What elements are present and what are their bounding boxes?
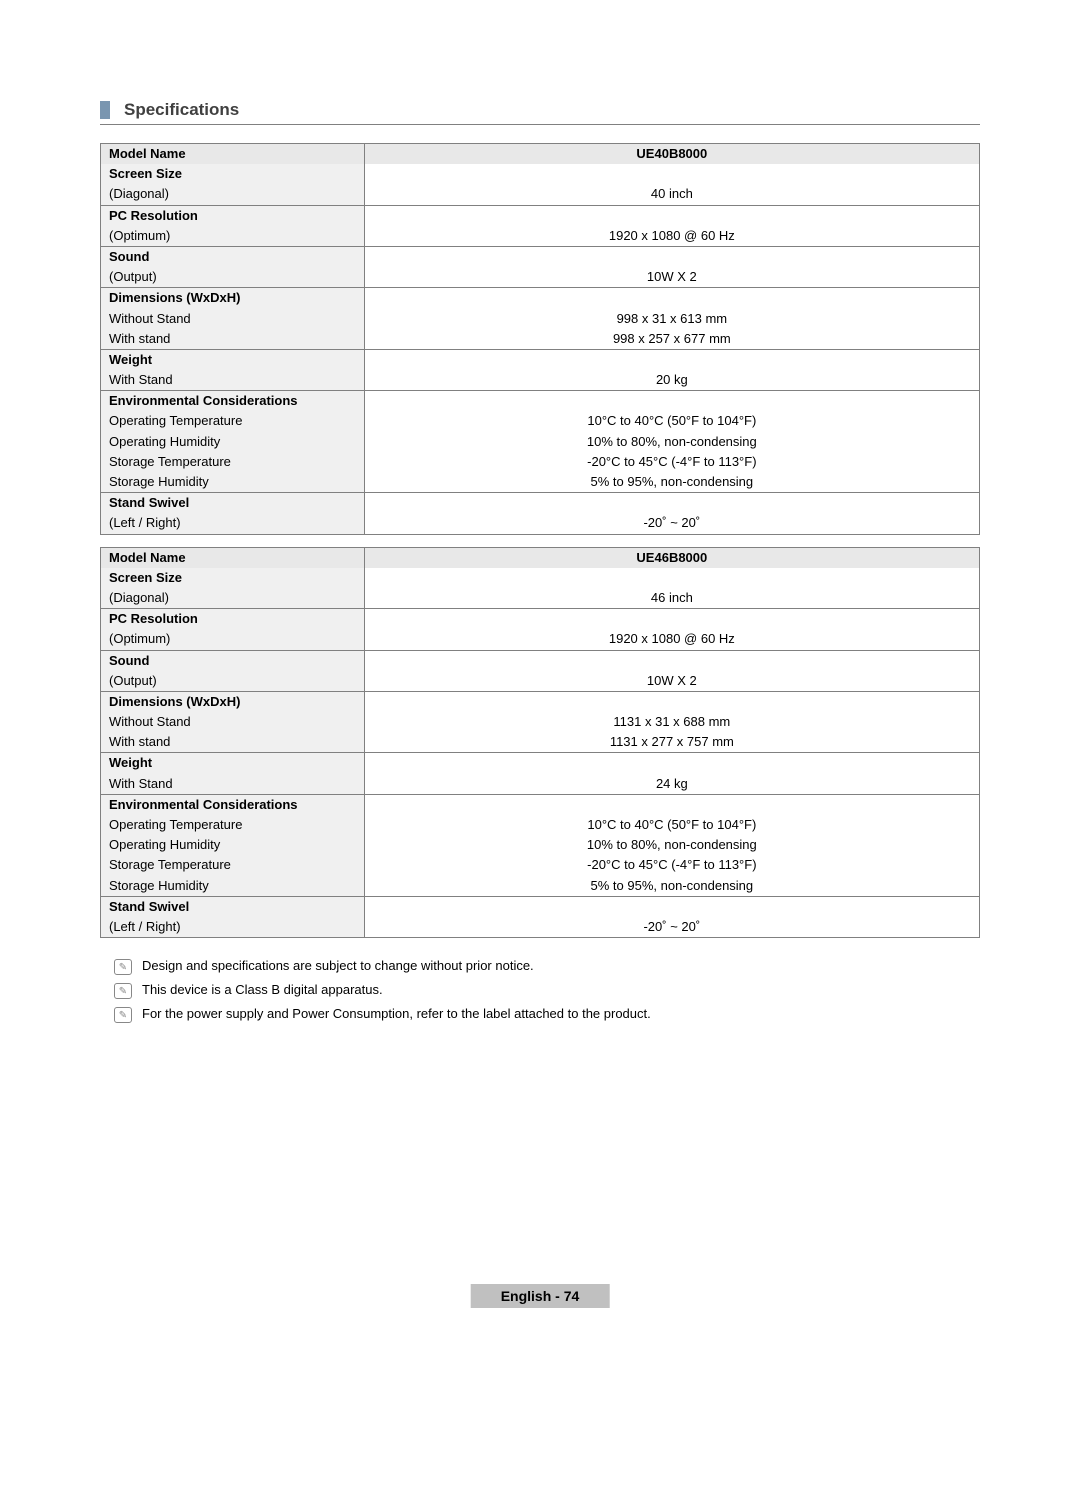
spec-sub: (Optimum) xyxy=(101,629,365,650)
spec-sub: Without Stand xyxy=(101,309,365,329)
spec-val xyxy=(364,246,979,267)
spec-val xyxy=(364,609,979,630)
spec-sub: (Diagonal) xyxy=(101,184,365,205)
spec-cat: PC Resolution xyxy=(101,609,365,630)
spec-sub: Storage Temperature xyxy=(101,855,365,875)
spec-val: 46 inch xyxy=(364,588,979,609)
spec-sub: With Stand xyxy=(101,774,365,795)
note-icon: ✎ xyxy=(114,1007,132,1023)
spec-sub: (Diagonal) xyxy=(101,588,365,609)
spec-val xyxy=(364,896,979,917)
spec-val: 10°C to 40°C (50°F to 104°F) xyxy=(364,815,979,835)
spec-sub: Operating Temperature xyxy=(101,815,365,835)
spec-val: 10°C to 40°C (50°F to 104°F) xyxy=(364,411,979,431)
spec-sub: (Output) xyxy=(101,671,365,692)
spec-cat: Dimensions (WxDxH) xyxy=(101,691,365,712)
spec-sub: With stand xyxy=(101,329,365,350)
spec-cat: PC Resolution xyxy=(101,205,365,226)
spec-sub: Operating Temperature xyxy=(101,411,365,431)
spec-val: 10W X 2 xyxy=(364,267,979,288)
spec-sub: Storage Humidity xyxy=(101,472,365,493)
model-name-label: Model Name xyxy=(101,547,365,568)
spec-cat: Stand Swivel xyxy=(101,896,365,917)
spec-val: 40 inch xyxy=(364,184,979,205)
page-footer: English - 74 xyxy=(471,1284,610,1308)
spec-val: -20˚ ~ 20˚ xyxy=(364,513,979,534)
spec-sub: Storage Temperature xyxy=(101,452,365,472)
spec-val: 10W X 2 xyxy=(364,671,979,692)
spec-cat: Weight xyxy=(101,753,365,774)
spec-val: 1920 x 1080 @ 60 Hz xyxy=(364,226,979,247)
spec-val xyxy=(364,391,979,412)
spec-val xyxy=(364,691,979,712)
spec-val: 1131 x 31 x 688 mm xyxy=(364,712,979,732)
spec-sub: (Output) xyxy=(101,267,365,288)
spec-val xyxy=(364,205,979,226)
spec-val xyxy=(364,794,979,815)
spec-val xyxy=(364,568,979,588)
spec-val xyxy=(364,493,979,514)
spec-table-2: Model Name UE46B8000 Screen Size (Diagon… xyxy=(100,547,980,939)
note-text: This device is a Class B digital apparat… xyxy=(142,982,383,997)
spec-val xyxy=(364,753,979,774)
spec-cat: Screen Size xyxy=(101,568,365,588)
note-text: Design and specifications are subject to… xyxy=(142,958,534,973)
spec-cat: Sound xyxy=(101,650,365,671)
spec-sub: Operating Humidity xyxy=(101,432,365,452)
note-icon: ✎ xyxy=(114,959,132,975)
model-name-value: UE40B8000 xyxy=(364,144,979,165)
spec-sub: (Left / Right) xyxy=(101,513,365,534)
spec-val xyxy=(364,288,979,309)
section-header: Specifications xyxy=(100,100,980,125)
spec-val xyxy=(364,164,979,184)
spec-sub: (Optimum) xyxy=(101,226,365,247)
note-icon: ✎ xyxy=(114,983,132,999)
spec-val xyxy=(364,650,979,671)
spec-val xyxy=(364,349,979,370)
footer-lang: English - xyxy=(501,1288,564,1304)
spec-cat: Weight xyxy=(101,349,365,370)
section-marker-icon xyxy=(100,101,110,119)
spec-val: 1920 x 1080 @ 60 Hz xyxy=(364,629,979,650)
spec-val: 20 kg xyxy=(364,370,979,391)
spec-val: 998 x 257 x 677 mm xyxy=(364,329,979,350)
notes-block: ✎ Design and specifications are subject … xyxy=(100,958,980,1022)
section-title: Specifications xyxy=(124,100,239,120)
spec-sub: (Left / Right) xyxy=(101,917,365,938)
spec-val: 10% to 80%, non-condensing xyxy=(364,432,979,452)
spec-sub: With stand xyxy=(101,732,365,753)
model-name-value: UE46B8000 xyxy=(364,547,979,568)
spec-val: 1131 x 277 x 757 mm xyxy=(364,732,979,753)
spec-val: 10% to 80%, non-condensing xyxy=(364,835,979,855)
spec-sub: Storage Humidity xyxy=(101,876,365,897)
spec-val: 5% to 95%, non-condensing xyxy=(364,472,979,493)
spec-table-1: Model Name UE40B8000 Screen Size (Diagon… xyxy=(100,143,980,535)
spec-cat: Dimensions (WxDxH) xyxy=(101,288,365,309)
model-name-label: Model Name xyxy=(101,144,365,165)
spec-cat: Screen Size xyxy=(101,164,365,184)
spec-val: 24 kg xyxy=(364,774,979,795)
spec-cat: Sound xyxy=(101,246,365,267)
spec-sub: With Stand xyxy=(101,370,365,391)
spec-val: -20°C to 45°C (-4°F to 113°F) xyxy=(364,855,979,875)
spec-cat: Environmental Considerations xyxy=(101,391,365,412)
spec-cat: Stand Swivel xyxy=(101,493,365,514)
spec-sub: Without Stand xyxy=(101,712,365,732)
spec-sub: Operating Humidity xyxy=(101,835,365,855)
spec-val: -20˚ ~ 20˚ xyxy=(364,917,979,938)
spec-val: 998 x 31 x 613 mm xyxy=(364,309,979,329)
spec-cat: Environmental Considerations xyxy=(101,794,365,815)
footer-page: 74 xyxy=(564,1288,580,1304)
note-text: For the power supply and Power Consumpti… xyxy=(142,1006,651,1021)
spec-val: -20°C to 45°C (-4°F to 113°F) xyxy=(364,452,979,472)
spec-val: 5% to 95%, non-condensing xyxy=(364,876,979,897)
